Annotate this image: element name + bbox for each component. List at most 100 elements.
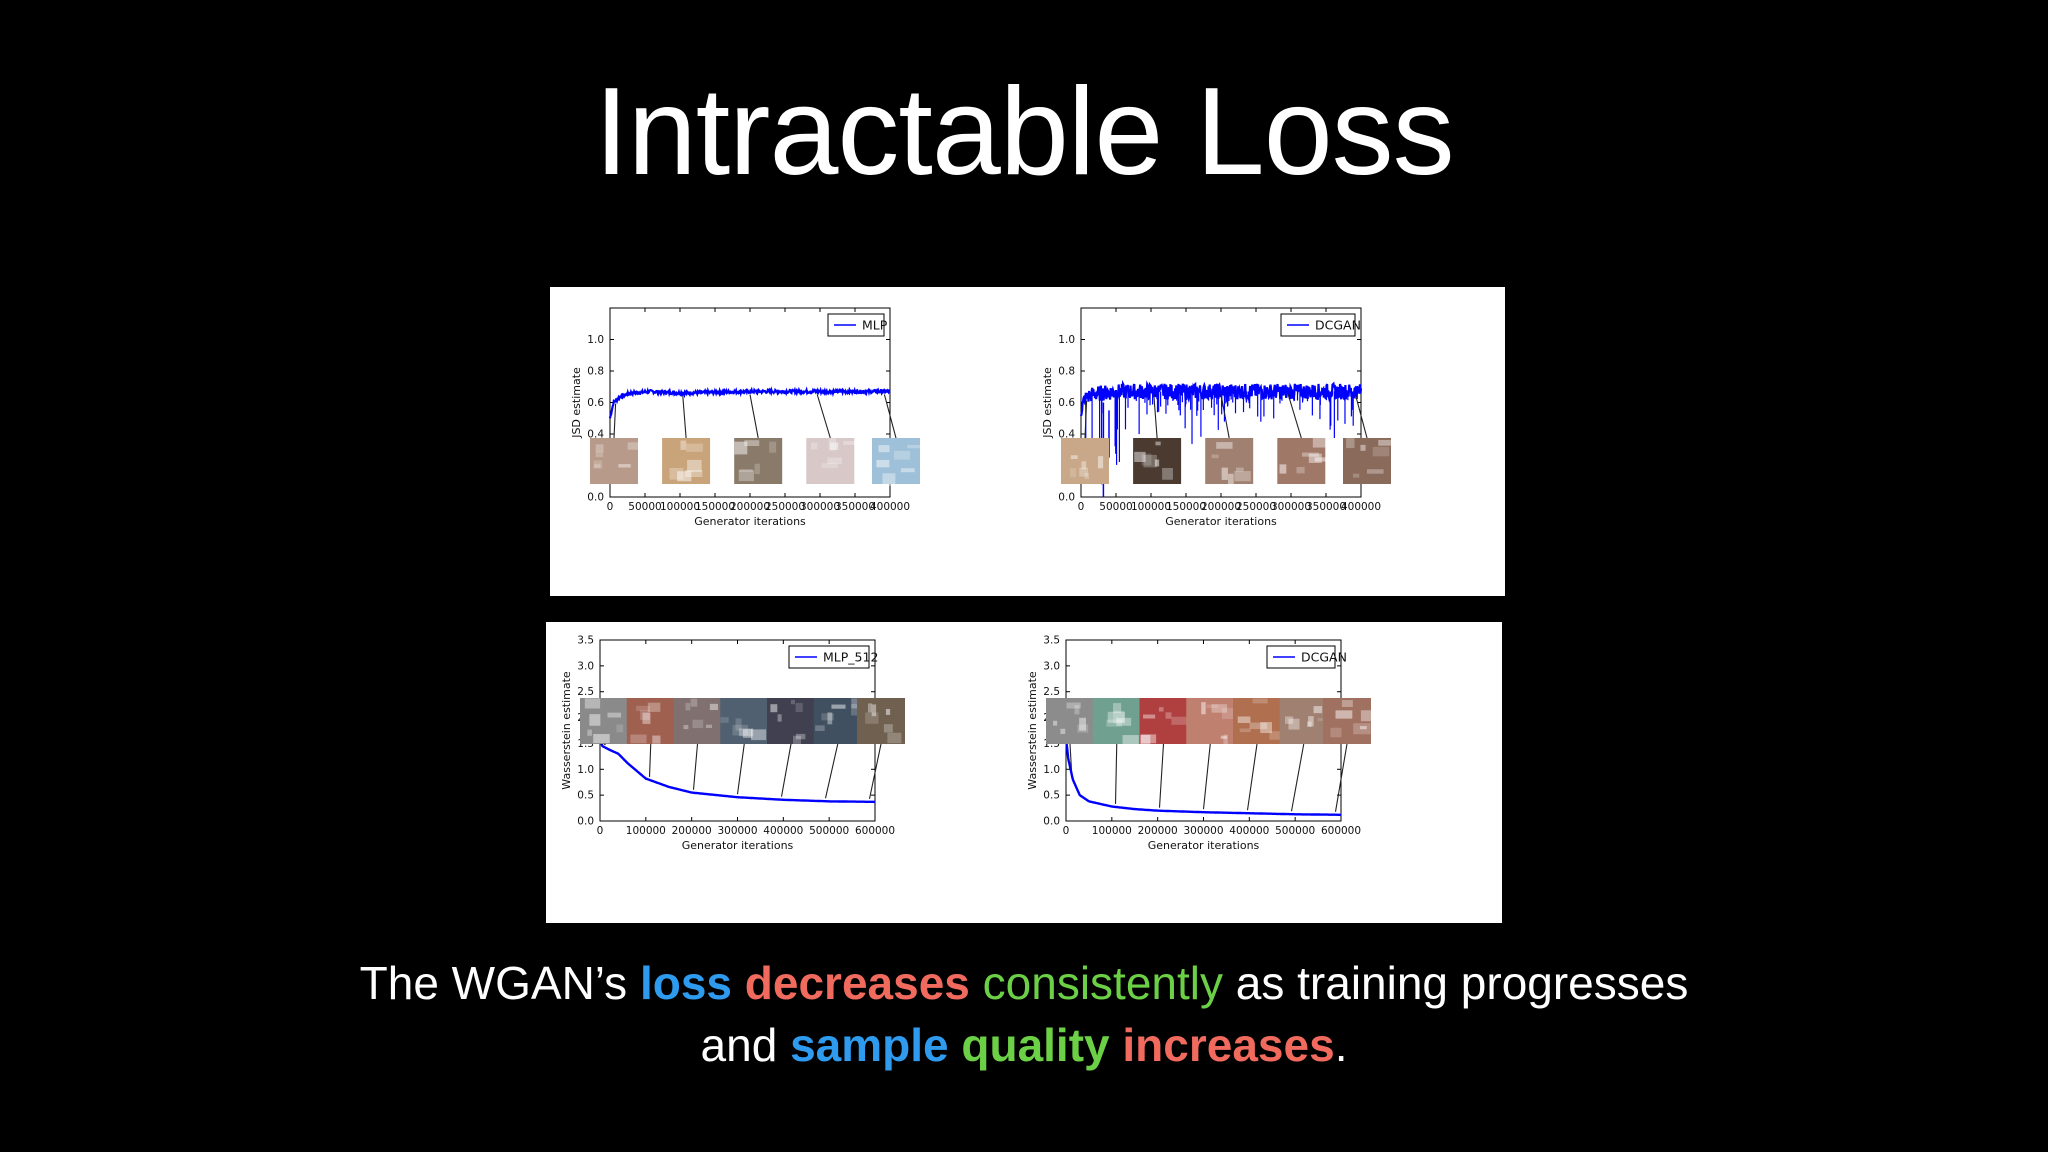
x-tick-label: 400000 (763, 825, 803, 837)
sample-image (626, 698, 675, 744)
sample-texture (595, 451, 604, 458)
caption-segment: . (1334, 1019, 1348, 1071)
sample-thumbnail (673, 698, 722, 744)
sample-texture (1074, 705, 1080, 715)
sample-arrow (648, 743, 652, 777)
sample-arrow (1220, 394, 1230, 439)
sample-image (662, 438, 711, 484)
y-tick-label: 2.5 (1043, 686, 1060, 698)
sample-thumbnail (1133, 438, 1182, 484)
sample-texture (1134, 451, 1146, 463)
sample-image (1233, 698, 1281, 744)
sample-thumbnail (580, 698, 628, 744)
x-tick-label: 500000 (1275, 825, 1315, 837)
sample-texture (1221, 707, 1239, 719)
caption-segment: consistently (982, 957, 1223, 1009)
sample-image (720, 698, 769, 744)
y-tick-label: 0.0 (577, 816, 594, 828)
sample-texture (1201, 702, 1206, 715)
sample-texture (827, 712, 833, 725)
sample-texture (1260, 722, 1272, 734)
sample-thumbnail (1233, 698, 1282, 744)
sample-thumbnail (1092, 698, 1141, 745)
sample-texture (843, 441, 859, 445)
sample-image (1139, 698, 1188, 744)
sample-texture (1314, 457, 1330, 462)
y-tick-label: 0.0 (1058, 492, 1075, 504)
sample-texture (1234, 471, 1251, 482)
sample-texture (742, 729, 753, 738)
sample-arrow (816, 394, 831, 439)
sample-texture (750, 729, 767, 741)
sample-texture (732, 724, 749, 736)
sample-texture (1235, 467, 1244, 472)
slide-title: Intractable Loss (594, 63, 1454, 201)
sample-thumbnail (1061, 438, 1109, 484)
sample-texture (907, 445, 922, 449)
sample-texture (1069, 468, 1077, 478)
sample-texture (1079, 717, 1087, 731)
sample-image (806, 438, 855, 484)
x-tick-label: 250000 (1236, 501, 1276, 513)
y-tick-label: 1.0 (577, 764, 594, 776)
legend-label: MLP (862, 318, 888, 333)
sample-image (734, 438, 783, 484)
sample-image (813, 698, 862, 744)
sample-texture (593, 464, 601, 468)
x-tick-label: 0 (1078, 501, 1085, 513)
sample-texture (1366, 469, 1384, 474)
sample-thumbnail (626, 698, 675, 744)
sample-texture (1288, 718, 1300, 730)
sample-texture (744, 440, 760, 446)
sample-thumbnail (734, 438, 783, 484)
sample-texture (739, 469, 753, 473)
x-tick-label: 400000 (1229, 825, 1269, 837)
sample-thumbnail (1205, 438, 1254, 486)
caption-segment: quality (961, 1019, 1110, 1071)
y-tick-label: 0.4 (587, 429, 604, 441)
sample-texture (595, 444, 604, 453)
sample-texture (1306, 721, 1312, 727)
x-axis-label: Generator iterations (1165, 515, 1277, 528)
sample-image (580, 698, 628, 744)
sample-texture (865, 712, 879, 724)
sample-texture (1084, 472, 1089, 480)
sample-texture (720, 717, 729, 723)
caption-line-2: and sample quality increases. (0, 1014, 2048, 1076)
sample-texture (883, 724, 893, 733)
x-tick-label: 150000 (1166, 501, 1206, 513)
sample-texture (686, 443, 703, 452)
sample-image (767, 698, 815, 744)
sample-arrow (1290, 743, 1305, 812)
y-axis-label: JSD estimate (570, 367, 583, 439)
sample-texture (1113, 710, 1125, 724)
caption-segment: sample (790, 1019, 949, 1071)
sample-texture (828, 438, 836, 451)
x-tick-label: 350000 (835, 501, 875, 513)
sample-texture (1312, 438, 1330, 448)
sample-texture (1081, 461, 1087, 470)
x-tick-label: 250000 (765, 501, 805, 513)
sample-texture (1237, 716, 1251, 723)
y-tick-label: 3.0 (1043, 660, 1060, 672)
legend-label: DCGAN (1301, 650, 1347, 665)
jsd-figure-panel: 0 50000 100000 150000 200000 250000 300000 3500… (550, 287, 1505, 596)
sample-texture (770, 704, 778, 713)
sample-texture (1317, 718, 1325, 722)
y-tick-label: 0.5 (577, 790, 594, 802)
sample-texture (677, 471, 692, 482)
sample-texture (1158, 707, 1164, 712)
sample-texture (584, 698, 601, 709)
x-axis-label: Generator iterations (694, 515, 806, 528)
x-tick-label: 200000 (1201, 501, 1241, 513)
sample-texture (1227, 473, 1234, 486)
x-tick-label: 600000 (1321, 825, 1361, 837)
caption-segment (732, 957, 745, 1009)
sample-texture (827, 457, 843, 465)
sample-texture (642, 712, 651, 724)
sample-image (1186, 698, 1235, 744)
sample-texture (1221, 467, 1228, 480)
x-tick-label: 100000 (660, 501, 700, 513)
sample-texture (878, 445, 890, 453)
legend-label: MLP_512 (823, 650, 878, 665)
